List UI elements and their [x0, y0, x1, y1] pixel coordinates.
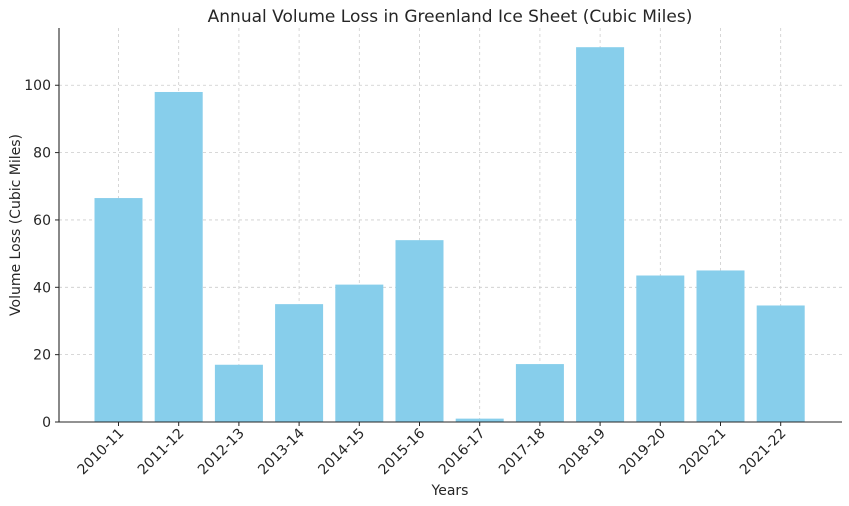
- x-tick-label: 2016-17: [436, 426, 489, 479]
- y-tick-label: 100: [24, 78, 51, 94]
- x-axis-label: Years: [431, 483, 469, 499]
- bars: [94, 47, 805, 422]
- x-tick-label: 2013-14: [255, 425, 308, 478]
- x-tick-label: 2019-20: [616, 426, 669, 479]
- x-tick-label: 2014-15: [315, 426, 368, 479]
- y-axis-label: Volume Loss (Cubic Miles): [8, 134, 24, 316]
- bar-2019-20: [636, 275, 685, 422]
- bar-2020-21: [696, 270, 745, 422]
- y-tick-label: 0: [42, 415, 51, 431]
- bar-2021-22: [756, 305, 805, 422]
- x-tick-label: 2011-12: [135, 426, 188, 479]
- bar-2016-17: [455, 418, 504, 422]
- y-tick-label: 20: [33, 348, 51, 364]
- x-tick-label: 2020-21: [677, 426, 730, 479]
- bar-2014-15: [335, 284, 384, 422]
- x-tick-label: 2017-18: [496, 426, 549, 479]
- bar-2011-12: [154, 91, 203, 422]
- x-tick-label: 2018-19: [556, 426, 609, 479]
- bar-2017-18: [515, 364, 564, 422]
- x-tick-label: 2021-22: [737, 426, 790, 479]
- bar-2012-13: [214, 364, 263, 422]
- bar-2010-11: [94, 198, 143, 422]
- bar-2013-14: [275, 304, 324, 422]
- bar-2015-16: [395, 240, 444, 422]
- x-tick-label: 2015-16: [376, 425, 429, 478]
- x-tick-label: 2010-11: [75, 426, 128, 479]
- chart-title: Annual Volume Loss in Greenland Ice Shee…: [208, 7, 693, 27]
- y-tick-label: 40: [33, 280, 51, 296]
- y-tick-label: 60: [33, 213, 51, 229]
- bar-2018-19: [576, 47, 625, 422]
- y-tick-label: 80: [33, 146, 51, 162]
- x-tick-label: 2012-13: [195, 426, 248, 479]
